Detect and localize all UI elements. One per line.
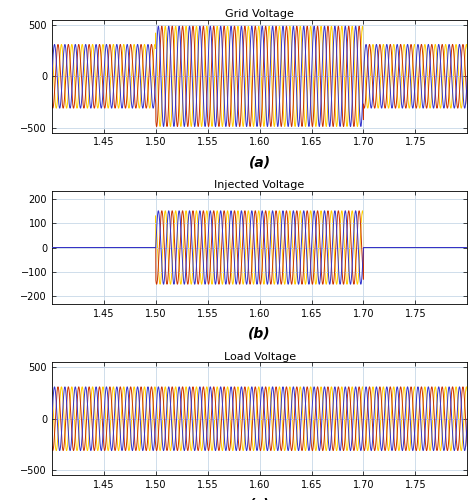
Text: (c): (c) xyxy=(249,498,270,500)
Title: Load Voltage: Load Voltage xyxy=(224,352,295,362)
Text: (b): (b) xyxy=(248,326,271,340)
Title: Injected Voltage: Injected Voltage xyxy=(214,180,305,190)
Text: (a): (a) xyxy=(249,155,270,169)
Title: Grid Voltage: Grid Voltage xyxy=(225,9,294,19)
